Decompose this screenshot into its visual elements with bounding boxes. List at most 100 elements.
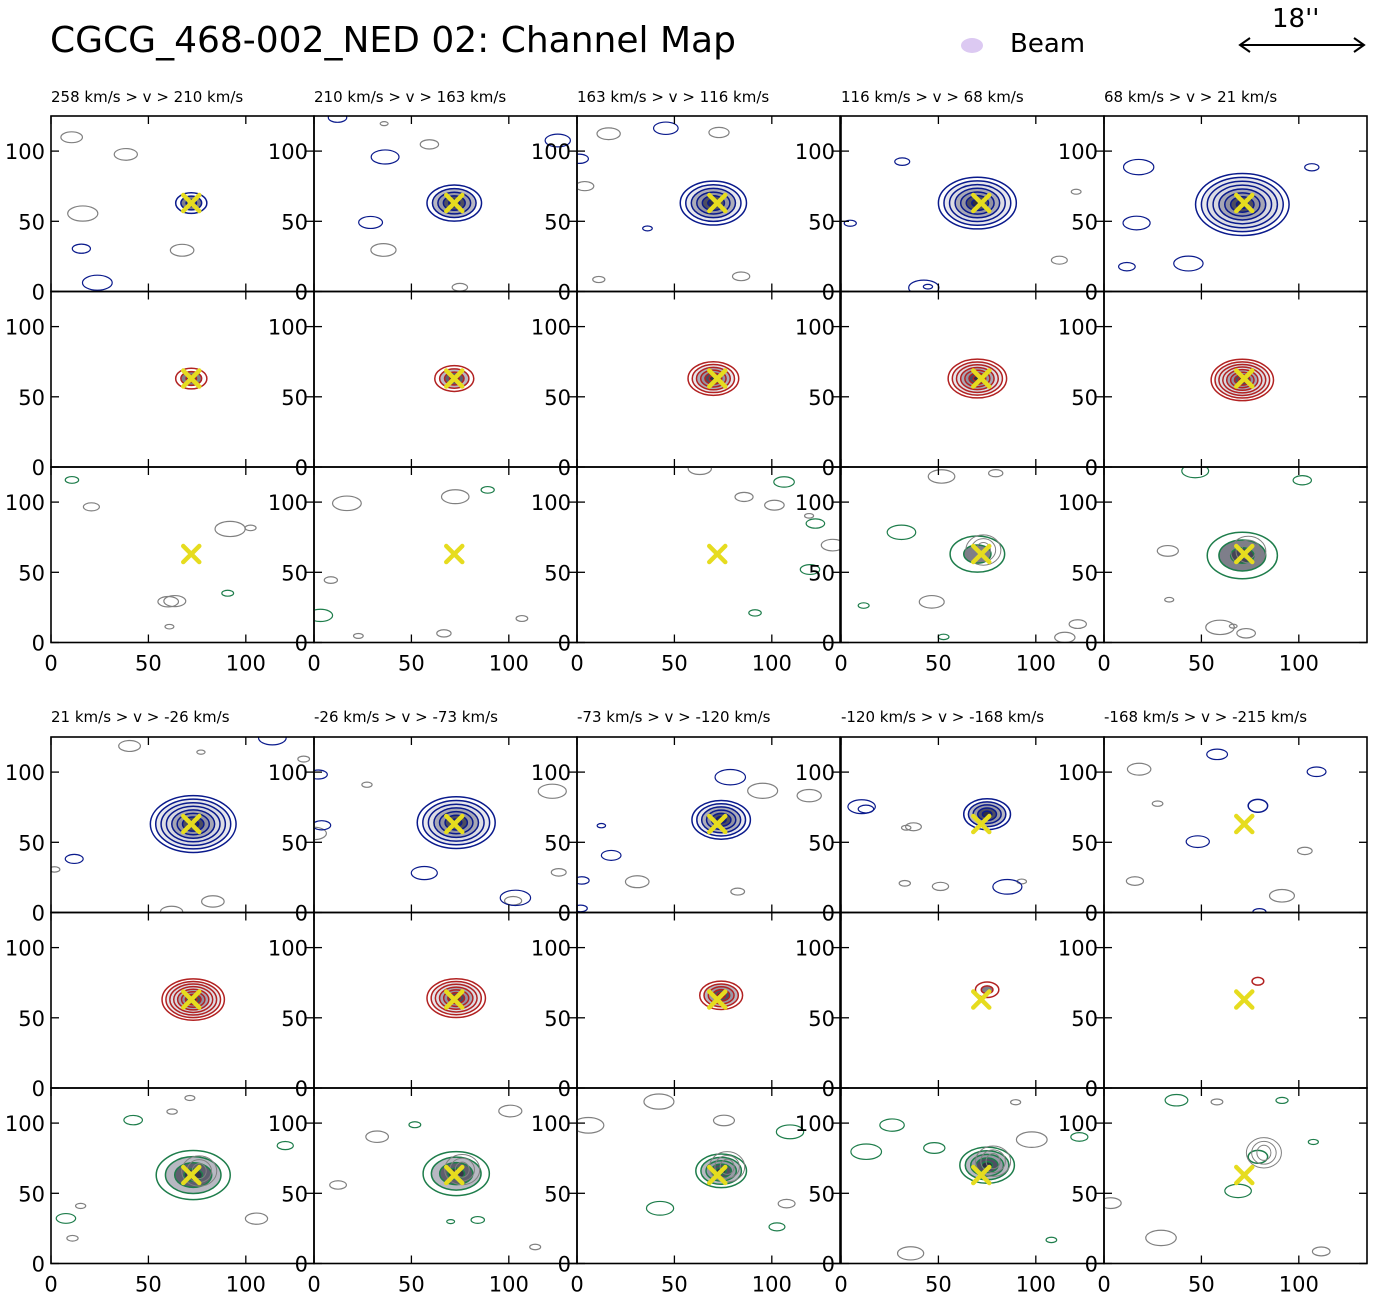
center-marker bbox=[181, 989, 202, 1010]
noise-contour bbox=[71, 243, 92, 254]
negative-contour bbox=[1251, 1140, 1277, 1165]
noise-contour bbox=[1050, 255, 1068, 265]
y-tick-label: 0 bbox=[558, 1253, 571, 1277]
noise-contour bbox=[1292, 475, 1313, 486]
noise-contour bbox=[577, 180, 595, 192]
y-tick-label: 100 bbox=[5, 316, 45, 340]
y-tick-label: 0 bbox=[558, 632, 571, 656]
panel-frame bbox=[576, 466, 841, 644]
center-marker bbox=[1234, 543, 1255, 565]
x-tick-label: 0 bbox=[1097, 652, 1110, 676]
y-tick-label: 0 bbox=[1085, 456, 1098, 480]
y-tick-label: 0 bbox=[1085, 1253, 1098, 1277]
noise-contour bbox=[1054, 631, 1076, 643]
y-tick-label: 0 bbox=[558, 902, 571, 926]
noise-contour bbox=[645, 1200, 675, 1216]
y-tick-label: 100 bbox=[268, 1112, 308, 1136]
y-tick-label: 50 bbox=[1071, 386, 1098, 410]
channel-panel-green: 0 50 100 0 50 100 bbox=[5, 466, 315, 676]
y-tick-label: 50 bbox=[1071, 1182, 1098, 1206]
x-tick-label: 0 bbox=[834, 1273, 847, 1297]
noise-contour bbox=[352, 632, 364, 639]
center-marker bbox=[971, 989, 992, 1010]
y-tick-label: 0 bbox=[1085, 281, 1098, 305]
emission-contour bbox=[155, 1149, 231, 1201]
noise-contour bbox=[1205, 619, 1235, 636]
noise-contour bbox=[214, 520, 246, 538]
noise-contour bbox=[803, 512, 815, 519]
y-tick-label: 100 bbox=[268, 316, 308, 340]
noise-contour bbox=[796, 788, 822, 803]
noise-contour bbox=[515, 614, 529, 623]
scale-bar-arrow bbox=[1238, 37, 1366, 53]
x-tick-label: 50 bbox=[661, 1273, 688, 1297]
center-marker bbox=[707, 813, 728, 835]
y-tick-label: 0 bbox=[822, 632, 835, 656]
y-tick-label: 50 bbox=[544, 561, 571, 585]
noise-contour bbox=[297, 755, 311, 763]
center-marker bbox=[181, 368, 202, 389]
y-tick-label: 0 bbox=[295, 456, 308, 480]
center-marker bbox=[444, 989, 465, 1010]
y-tick-label: 0 bbox=[1085, 1077, 1098, 1101]
y-tick-label: 100 bbox=[268, 491, 308, 515]
noise-contour bbox=[1125, 876, 1145, 886]
y-tick-label: 100 bbox=[795, 140, 835, 164]
y-tick-label: 0 bbox=[1085, 632, 1098, 656]
noise-contour bbox=[748, 609, 762, 617]
channel-velocity-label: 258 km/s > v > 210 km/s bbox=[51, 88, 243, 106]
noise-contour bbox=[166, 1108, 178, 1115]
y-tick-label: 0 bbox=[32, 456, 45, 480]
noise-contour bbox=[894, 157, 911, 167]
x-tick-label: 0 bbox=[570, 1273, 583, 1297]
negative-contour bbox=[975, 1145, 1012, 1177]
emission-contour bbox=[679, 180, 748, 226]
noise-contour bbox=[66, 1234, 79, 1242]
noise-contour bbox=[118, 739, 142, 753]
y-tick-label: 0 bbox=[558, 1077, 571, 1101]
noise-contour bbox=[408, 1121, 422, 1129]
noise-contour bbox=[600, 849, 622, 861]
noise-contour bbox=[81, 274, 113, 291]
y-tick-label: 50 bbox=[1071, 831, 1098, 855]
y-tick-label: 100 bbox=[795, 1112, 835, 1136]
y-tick-label: 50 bbox=[18, 561, 45, 585]
channel-panel-green: 0 50 100 0 50 100 bbox=[531, 466, 841, 676]
y-tick-label: 50 bbox=[808, 561, 835, 585]
noise-contour bbox=[169, 243, 195, 257]
y-tick-label: 100 bbox=[1058, 316, 1098, 340]
center-marker bbox=[1234, 1164, 1255, 1186]
noise-contour bbox=[361, 781, 373, 788]
y-tick-label: 0 bbox=[822, 1253, 835, 1277]
panel-frame bbox=[1103, 1087, 1368, 1265]
x-tick-label: 100 bbox=[1279, 652, 1319, 676]
y-tick-label: 0 bbox=[295, 281, 308, 305]
channel-panel-contour: 0 50 100 bbox=[1058, 115, 1368, 305]
x-tick-label: 50 bbox=[398, 1273, 425, 1297]
channel-panel-contour: 0 50 100 bbox=[531, 736, 841, 926]
center-marker bbox=[1234, 813, 1255, 835]
y-tick-label: 50 bbox=[808, 1182, 835, 1206]
center-marker bbox=[181, 1164, 202, 1186]
noise-contour bbox=[731, 271, 751, 282]
emission-contour bbox=[1194, 172, 1290, 237]
channel-velocity-label: 21 km/s > v > -26 km/s bbox=[51, 708, 230, 726]
beam-legend-marker bbox=[961, 38, 983, 53]
noise-contour bbox=[470, 1215, 486, 1224]
y-tick-label: 0 bbox=[822, 456, 835, 480]
noise-contour bbox=[1181, 467, 1210, 479]
noise-contour bbox=[1228, 623, 1238, 629]
noise-contour bbox=[712, 1114, 736, 1127]
noise-contour bbox=[730, 887, 746, 896]
channel-panel-green: 0 50 100 0 50 100 bbox=[268, 466, 578, 676]
y-tick-label: 50 bbox=[544, 1007, 571, 1031]
noise-contour bbox=[900, 824, 912, 831]
channel-panel-contour: 0 50 100 bbox=[531, 115, 841, 305]
negative-contour bbox=[980, 1149, 1006, 1174]
center-marker bbox=[707, 989, 728, 1010]
center-marker bbox=[1234, 192, 1255, 214]
noise-contour bbox=[436, 629, 452, 638]
negative-contour bbox=[985, 1153, 1001, 1170]
noise-contour bbox=[714, 768, 747, 786]
y-tick-label: 0 bbox=[822, 281, 835, 305]
